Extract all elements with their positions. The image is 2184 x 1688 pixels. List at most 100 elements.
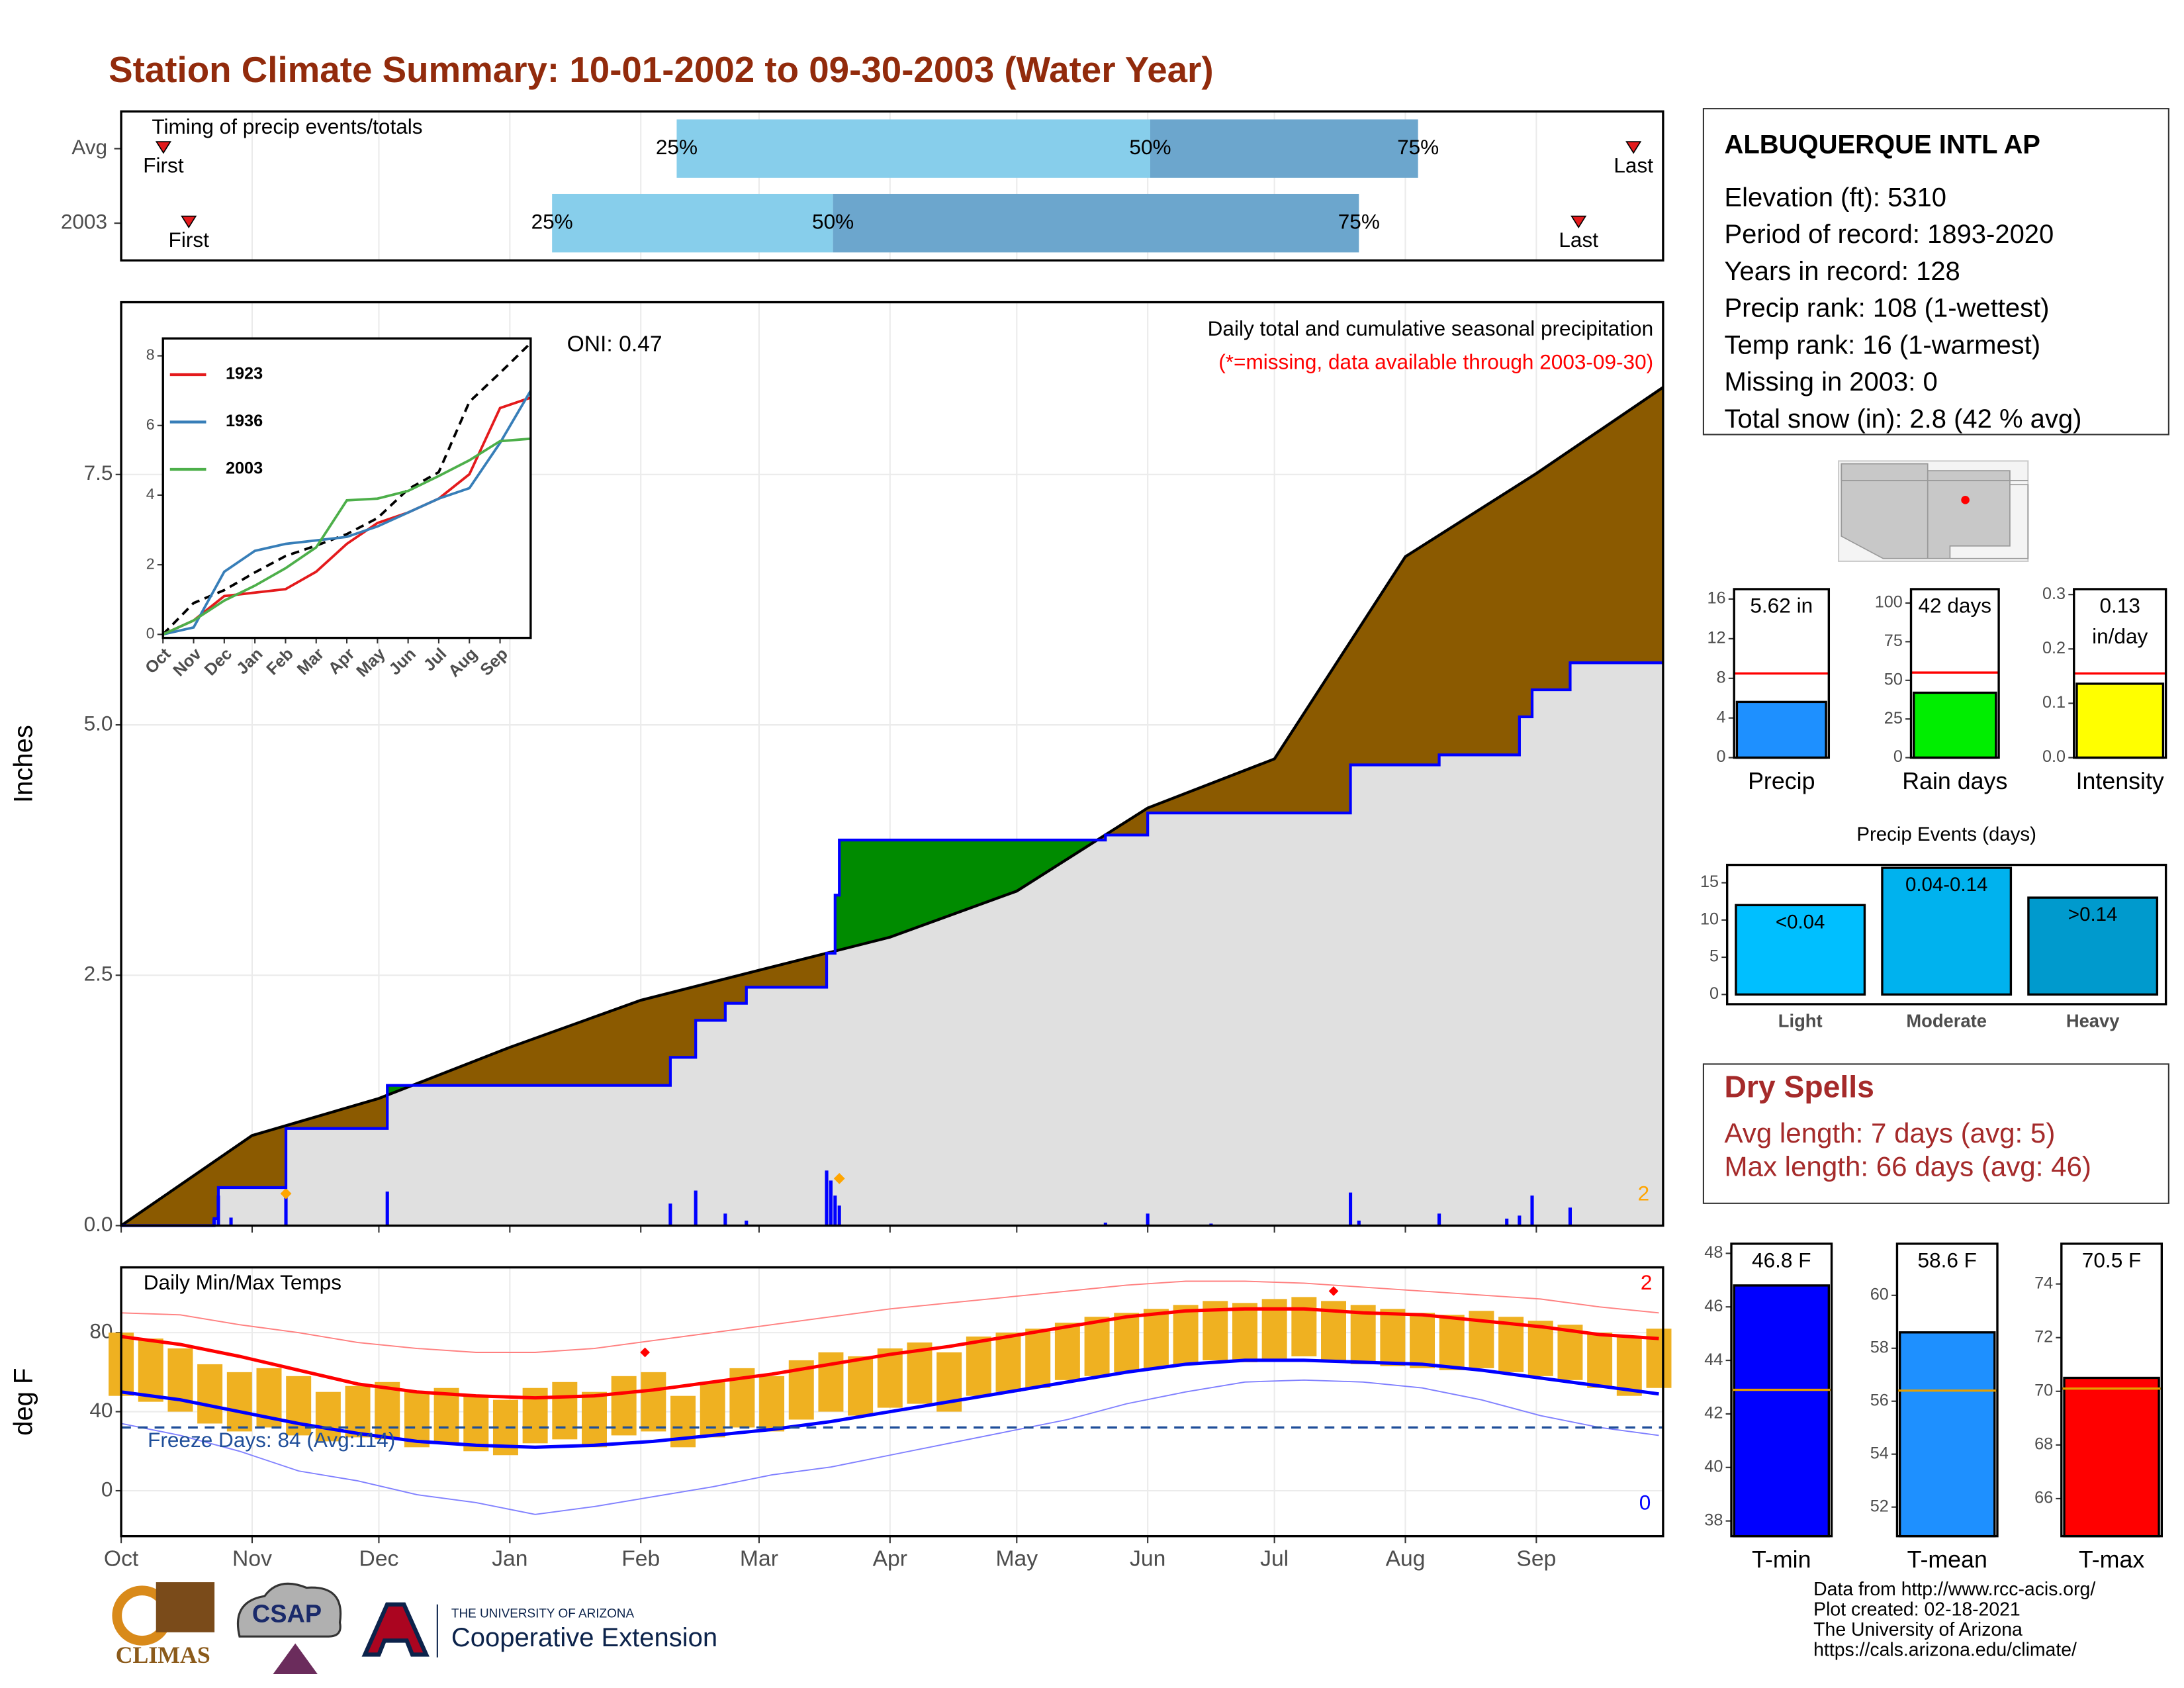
temp-range-bar [1173,1305,1199,1364]
y-tick-label: 0.2 [2042,639,2066,657]
logo-csap: CSAP [236,1582,342,1674]
y-tick-label: 56 [1870,1391,1889,1409]
average-line [120,386,1664,1227]
early-bar [552,193,833,253]
base-area [121,663,1663,1226]
plot-frame [1909,588,2000,759]
value-label: 0.13 in/day [2092,594,2148,649]
record-low-count: 0 [1639,1491,1651,1515]
freeze-label: Freeze Days: 84 (Avg:114) [148,1428,395,1452]
daily-bar [837,1205,841,1226]
chart-subtitle: (*=missing, data available through 2003-… [1218,350,1653,373]
value-label-box: 70.5 F [2082,1249,2142,1273]
y-tick-label: 8 [146,346,155,363]
daily-bar [385,1192,389,1226]
category-label: Heavy [2066,1011,2120,1031]
percentile-label: 50% [1129,135,1171,159]
panel-title: Timing of precip events/totals [152,115,422,138]
logo-text: CSAP [252,1601,322,1628]
range-label: >0.14 [2068,904,2118,925]
dry-spells-box [1702,1063,2169,1204]
y-tick-label: 40 [89,1398,113,1422]
text-line: Data from http://www.rcc-acis.org/ [1813,1579,2095,1600]
y-tick-label: 58 [1870,1338,1889,1356]
text-line: Missing in 2003: 0 [1724,367,1937,397]
percentile-label: 75% [1397,135,1439,159]
map-border [1950,484,2029,559]
dry-spells-title: Dry Spells [1724,1070,1874,1104]
daily-bar [829,1180,833,1226]
temp-range-bar [1587,1333,1613,1388]
y-tick-label: 6 [146,416,155,433]
y-tick-label: 70 [2034,1381,2053,1399]
x-tick-label: Feb [621,1546,660,1571]
daily-bar [1357,1220,1361,1226]
legend-label: 1936 [226,412,263,430]
text-line: Years in record: 128 [1724,257,1960,286]
text-line: Precip rank: 108 (1-wettest) [1724,294,2049,323]
temp-range-bar [877,1348,903,1408]
y-tick-label: 4 [1717,708,1726,726]
bar [1733,1284,1831,1538]
x-tick-label: Oct [104,1546,139,1571]
y-tick-label: 60 [1870,1285,1889,1303]
plot-frame [2073,588,2167,759]
category-label: Light [1778,1011,1823,1031]
value-label: 46.8 F [1752,1249,1811,1274]
event-label: First [169,228,210,252]
logo-text: Cooperative Extension [451,1623,717,1652]
y-tick-label: 66 [2034,1489,2053,1507]
value-label-box: 46.8 F [1752,1249,1811,1274]
legend-label: 2003 [226,459,263,478]
chart-title: Daily total and cumulative seasonal prec… [1208,316,1653,340]
daily-bar [1568,1207,1572,1226]
y-tick-label: 5.0 [84,711,113,735]
temp-range-bar [375,1382,400,1440]
x-tick-label: Nov [232,1546,272,1571]
series-line [162,437,531,636]
y-tick-label: 0 [1709,984,1719,1003]
record-high-line [121,1280,1659,1353]
temp-range-bar [433,1387,459,1444]
y-tick-label: 0 [1717,747,1726,766]
y-tick-label: 2 [146,555,155,572]
oni-annotation: ONI: 0.47 [567,332,662,357]
temp-range-bar [1410,1313,1435,1368]
y-tick-label: 0 [101,1477,113,1501]
locator-map [1838,460,2029,562]
daily-bar [694,1190,698,1226]
bar [2027,896,2159,996]
x-tick-label: Jul [1260,1546,1289,1571]
y-tick-label: 74 [2034,1274,2053,1292]
y-tick-label: 50 [1884,670,1903,688]
temp-range-bar [759,1376,785,1432]
text-line: Temp rank: 16 (1-warmest) [1724,330,2040,359]
y-tick-label: 75 [1884,632,1903,650]
y-tick-label: 0.0 [2042,747,2066,766]
temp-range-bar [463,1395,489,1452]
daily-bar [1146,1213,1150,1226]
temp-range-bar [552,1382,578,1440]
temp-range-bar [641,1372,666,1432]
snow-marker [280,1188,292,1199]
y-axis-label: Inches [9,725,38,803]
record-marker [640,1347,650,1358]
text-line: Total snow (in): 2.8 (42 % avg) [1724,404,2081,434]
temp-range-bar [1350,1305,1376,1364]
y-tick-label: 8 [1717,668,1726,686]
value-label: 5.62 in [1750,594,1813,619]
x-tick-label: Apr [873,1546,907,1571]
panel-title: Daily Min/Max Temps [144,1270,341,1294]
range-label: <0.04 [1776,911,1825,933]
category-label: T-mean [1907,1546,1987,1573]
y-tick-label: 12 [1707,629,1725,647]
range-label: 0.04-0.14 [1905,874,1987,896]
y-tick-label: 10 [1700,910,1719,928]
event-label: Last [1559,228,1598,252]
record-high-count: 2 [1641,1270,1653,1294]
y-tick-label: 68 [2034,1435,2053,1454]
y-axis-label: deg F [9,1368,38,1436]
bar [1735,904,1866,996]
series-line [162,396,531,636]
